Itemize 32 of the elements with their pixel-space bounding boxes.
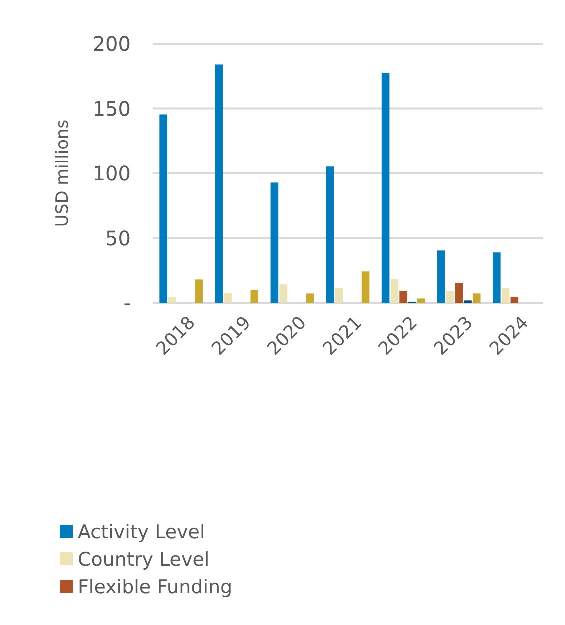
bar (215, 64, 224, 303)
bar (195, 280, 203, 303)
bar (510, 297, 519, 303)
bar (455, 283, 464, 303)
y-tick-label: 100 (92, 162, 131, 186)
y-tick-label: - (124, 291, 131, 315)
y-tick-label: 50 (106, 226, 131, 250)
bar (390, 279, 399, 303)
bar (382, 73, 390, 303)
bar (160, 114, 168, 303)
bar (326, 166, 334, 303)
bar (280, 284, 288, 303)
bar (502, 288, 510, 303)
bar (400, 290, 408, 303)
bar (335, 288, 344, 303)
y-tick-label: 200 (92, 32, 131, 56)
legend-label: Country Level (78, 549, 210, 572)
legend-label: Activity Level (78, 522, 206, 544)
bar (472, 294, 481, 303)
bar (493, 252, 501, 303)
y-axis-title: USD millions (53, 120, 73, 228)
legend-label: Flexible Funding (78, 576, 233, 599)
bar (168, 297, 176, 303)
bar (306, 294, 314, 303)
bar (250, 290, 259, 303)
bar (270, 182, 279, 303)
bar (362, 272, 370, 303)
bar (446, 291, 454, 303)
y-tick-label: 150 (92, 96, 131, 121)
bar (417, 298, 426, 303)
bar (224, 293, 232, 303)
bar (437, 250, 446, 303)
